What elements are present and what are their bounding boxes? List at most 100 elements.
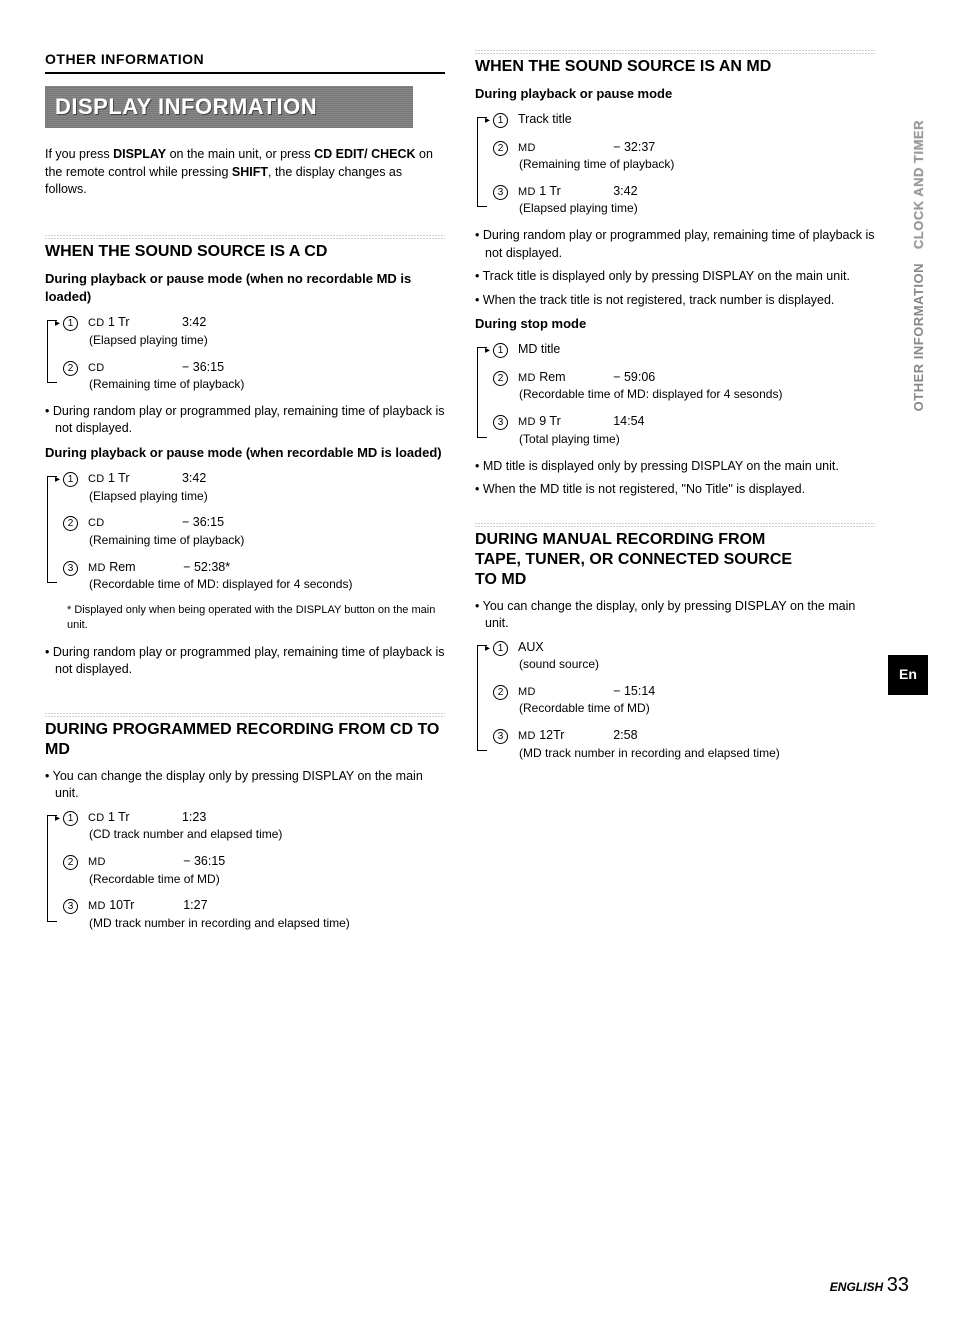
step-desc: (Elapsed playing time) (89, 488, 445, 505)
step-number-icon: 1 (63, 316, 78, 331)
section-rule (475, 523, 875, 527)
step-label: AUX (518, 639, 544, 657)
step-label: 1 Tr (108, 809, 168, 827)
step-desc: (Recordable time of MD: displayed for 4 … (519, 386, 875, 403)
step-value: 3:42 (182, 471, 206, 485)
step-number-icon: 3 (493, 185, 508, 200)
language-badge: En (888, 655, 928, 695)
step-value: − 32:37 (613, 140, 655, 154)
step-number-icon: 1 (493, 343, 508, 358)
category-header: OTHER INFORMATION (45, 50, 445, 74)
intro-bold-shift: SHIFT (232, 165, 268, 179)
step-mdp3: 3 MD 1 Tr3:42 (Elapsed playing time) (493, 183, 875, 217)
step-value: − 36:15 (182, 360, 224, 374)
step-number-icon: 3 (493, 729, 508, 744)
step-mdq2: 2 MD Rem− 59:06 (Recordable time of MD: … (493, 369, 875, 403)
step-label: 1 Tr (108, 470, 168, 488)
step-prog1: 1 CD 1 Tr 1:23 (CD track number and elaps… (63, 809, 445, 843)
step-number-icon: 1 (493, 113, 508, 128)
step-source: MD (518, 186, 536, 198)
step-desc: (Total playing time) (519, 431, 875, 448)
section-rule (45, 235, 445, 239)
step-number-icon: 3 (63, 899, 78, 914)
note-md-title-disp2: MD title is displayed only by pressing D… (475, 458, 875, 476)
step-value: 2:58 (613, 728, 637, 742)
step-number-icon: 3 (493, 415, 508, 430)
step-cdr1: 1 CD 1 Tr3:42 (Elapsed playing time) (63, 470, 445, 504)
section-heading-manual: DURING MANUAL RECORDING FROM TAPE, TUNER… (475, 530, 815, 590)
step-value: − 36:15 (183, 854, 225, 868)
cycle-cd-rec-md: ▸ 1 CD 1 Tr3:42 (Elapsed playing time) 2… (45, 470, 445, 593)
step-desc: (Elapsed playing time) (89, 332, 445, 349)
step-mdq3: 3 MD 9 Tr 14:54 (Total playing time) (493, 413, 875, 447)
step-source: MD (518, 686, 536, 698)
cycle-md-play: ▸ 1 Track title 2 MD − 32:37 (Remaining … (475, 111, 875, 217)
section-rule (475, 50, 875, 54)
cycle-md-stop: ▸ 1 MD title 2 MD Rem− 59:06 (Recordable… (475, 341, 875, 447)
section-rule (45, 713, 445, 717)
step-number-icon: 2 (493, 685, 508, 700)
step-source: MD (518, 142, 536, 154)
step-label: 9 Tr (539, 413, 599, 431)
step-man3: 3 MD 12Tr 2:58 (MD track number in record… (493, 727, 875, 761)
step-value: − 15:14 (613, 684, 655, 698)
step-number-icon: 3 (63, 561, 78, 576)
step-value: − 36:15 (182, 515, 224, 529)
step-desc: (Remaining time of playback) (89, 376, 445, 393)
step-source: MD (518, 730, 536, 742)
note-prog-display: You can change the display only by press… (45, 768, 445, 803)
step-source: CD (88, 812, 105, 824)
step-mdp2: 2 MD − 32:37 (Remaining time of playback… (493, 139, 875, 173)
page-footer: ENGLISH 33 (830, 1271, 909, 1299)
step-source: CD (88, 473, 105, 485)
step-desc: (sound source) (519, 656, 875, 673)
step-source: MD (88, 900, 106, 912)
step-desc: (CD track number and elapsed time) (89, 826, 445, 843)
intro-mid1: on the main unit, or press (166, 147, 314, 161)
note-md-no-title: When the MD title is not registered, "No… (475, 481, 875, 499)
step-desc: (Remaining time of playback) (519, 156, 875, 173)
section-heading-md: WHEN THE SOUND SOURCE IS AN MD (475, 57, 875, 77)
step-source: CD (88, 317, 105, 329)
step-value: 1:23 (182, 810, 206, 824)
step-value: 1:27 (183, 898, 207, 912)
step-label: 1 Tr (539, 183, 599, 201)
step-source: CD (88, 517, 105, 529)
step-source: MD (88, 562, 106, 574)
step-desc: (MD track number in recording and elapse… (519, 745, 875, 762)
step-man2: 2 MD − 15:14 (Recordable time of MD) (493, 683, 875, 717)
step-value: − 52:38* (183, 560, 230, 574)
tab-other-information: OTHER INFORMATION (912, 263, 926, 411)
step-number-icon: 1 (63, 811, 78, 826)
page-title-banner: DISPLAY INFORMATION (45, 86, 413, 129)
step-desc: (Recordable time of MD) (519, 700, 875, 717)
intro-bold-cdedit: CD EDIT/ CHECK (314, 147, 415, 161)
step-desc: (Elapsed playing time) (519, 200, 875, 217)
step-prog2: 2 MD − 36:15 (Recordable time of MD) (63, 853, 445, 887)
step-label: MD title (518, 341, 560, 359)
step-label: 12Tr (539, 727, 599, 745)
step-number-icon: 2 (63, 516, 78, 531)
step-label: Rem (109, 559, 169, 577)
subheading-cd-playback-rec-md: During playback or pause mode (when reco… (45, 444, 445, 462)
footnote-display-button: * Displayed only when being operated wit… (67, 603, 445, 634)
sidebar-tabs: CLOCK AND TIMER OTHER INFORMATION (912, 120, 926, 411)
step-cdr3: 3 MD Rem − 52:38* (Recordable time of MD:… (63, 559, 445, 593)
cycle-manual: ▸ 1 AUX (sound source) 2 MD − 15:14 (Rec… (475, 639, 875, 762)
note-md-title-display: Track title is displayed only by pressin… (475, 268, 875, 286)
step-prog3: 3 MD 10Tr1:27 (MD track number in record… (63, 897, 445, 931)
step-cd2: 2 CD − 36:15 (Remaining time of playback… (63, 359, 445, 393)
note-cd-random: During random play or programmed play, r… (45, 403, 445, 438)
cycle-cd-no-md: ▸ 1 CD 1 Tr3:42 (Elapsed playing time) 2… (45, 314, 445, 393)
note-md-title-not-reg: When the track title is not registered, … (475, 292, 875, 310)
step-source: MD (518, 416, 536, 428)
step-mdq1: 1 MD title (493, 341, 875, 359)
step-mdp1: 1 Track title (493, 111, 875, 129)
step-label: Track title (518, 111, 572, 129)
step-desc: (Recordable time of MD: displayed for 4 … (89, 576, 445, 593)
step-source: MD (518, 372, 536, 384)
step-value: 3:42 (182, 315, 206, 329)
step-number-icon: 2 (493, 141, 508, 156)
step-value: 14:54 (613, 414, 644, 428)
step-source: MD (88, 856, 106, 868)
